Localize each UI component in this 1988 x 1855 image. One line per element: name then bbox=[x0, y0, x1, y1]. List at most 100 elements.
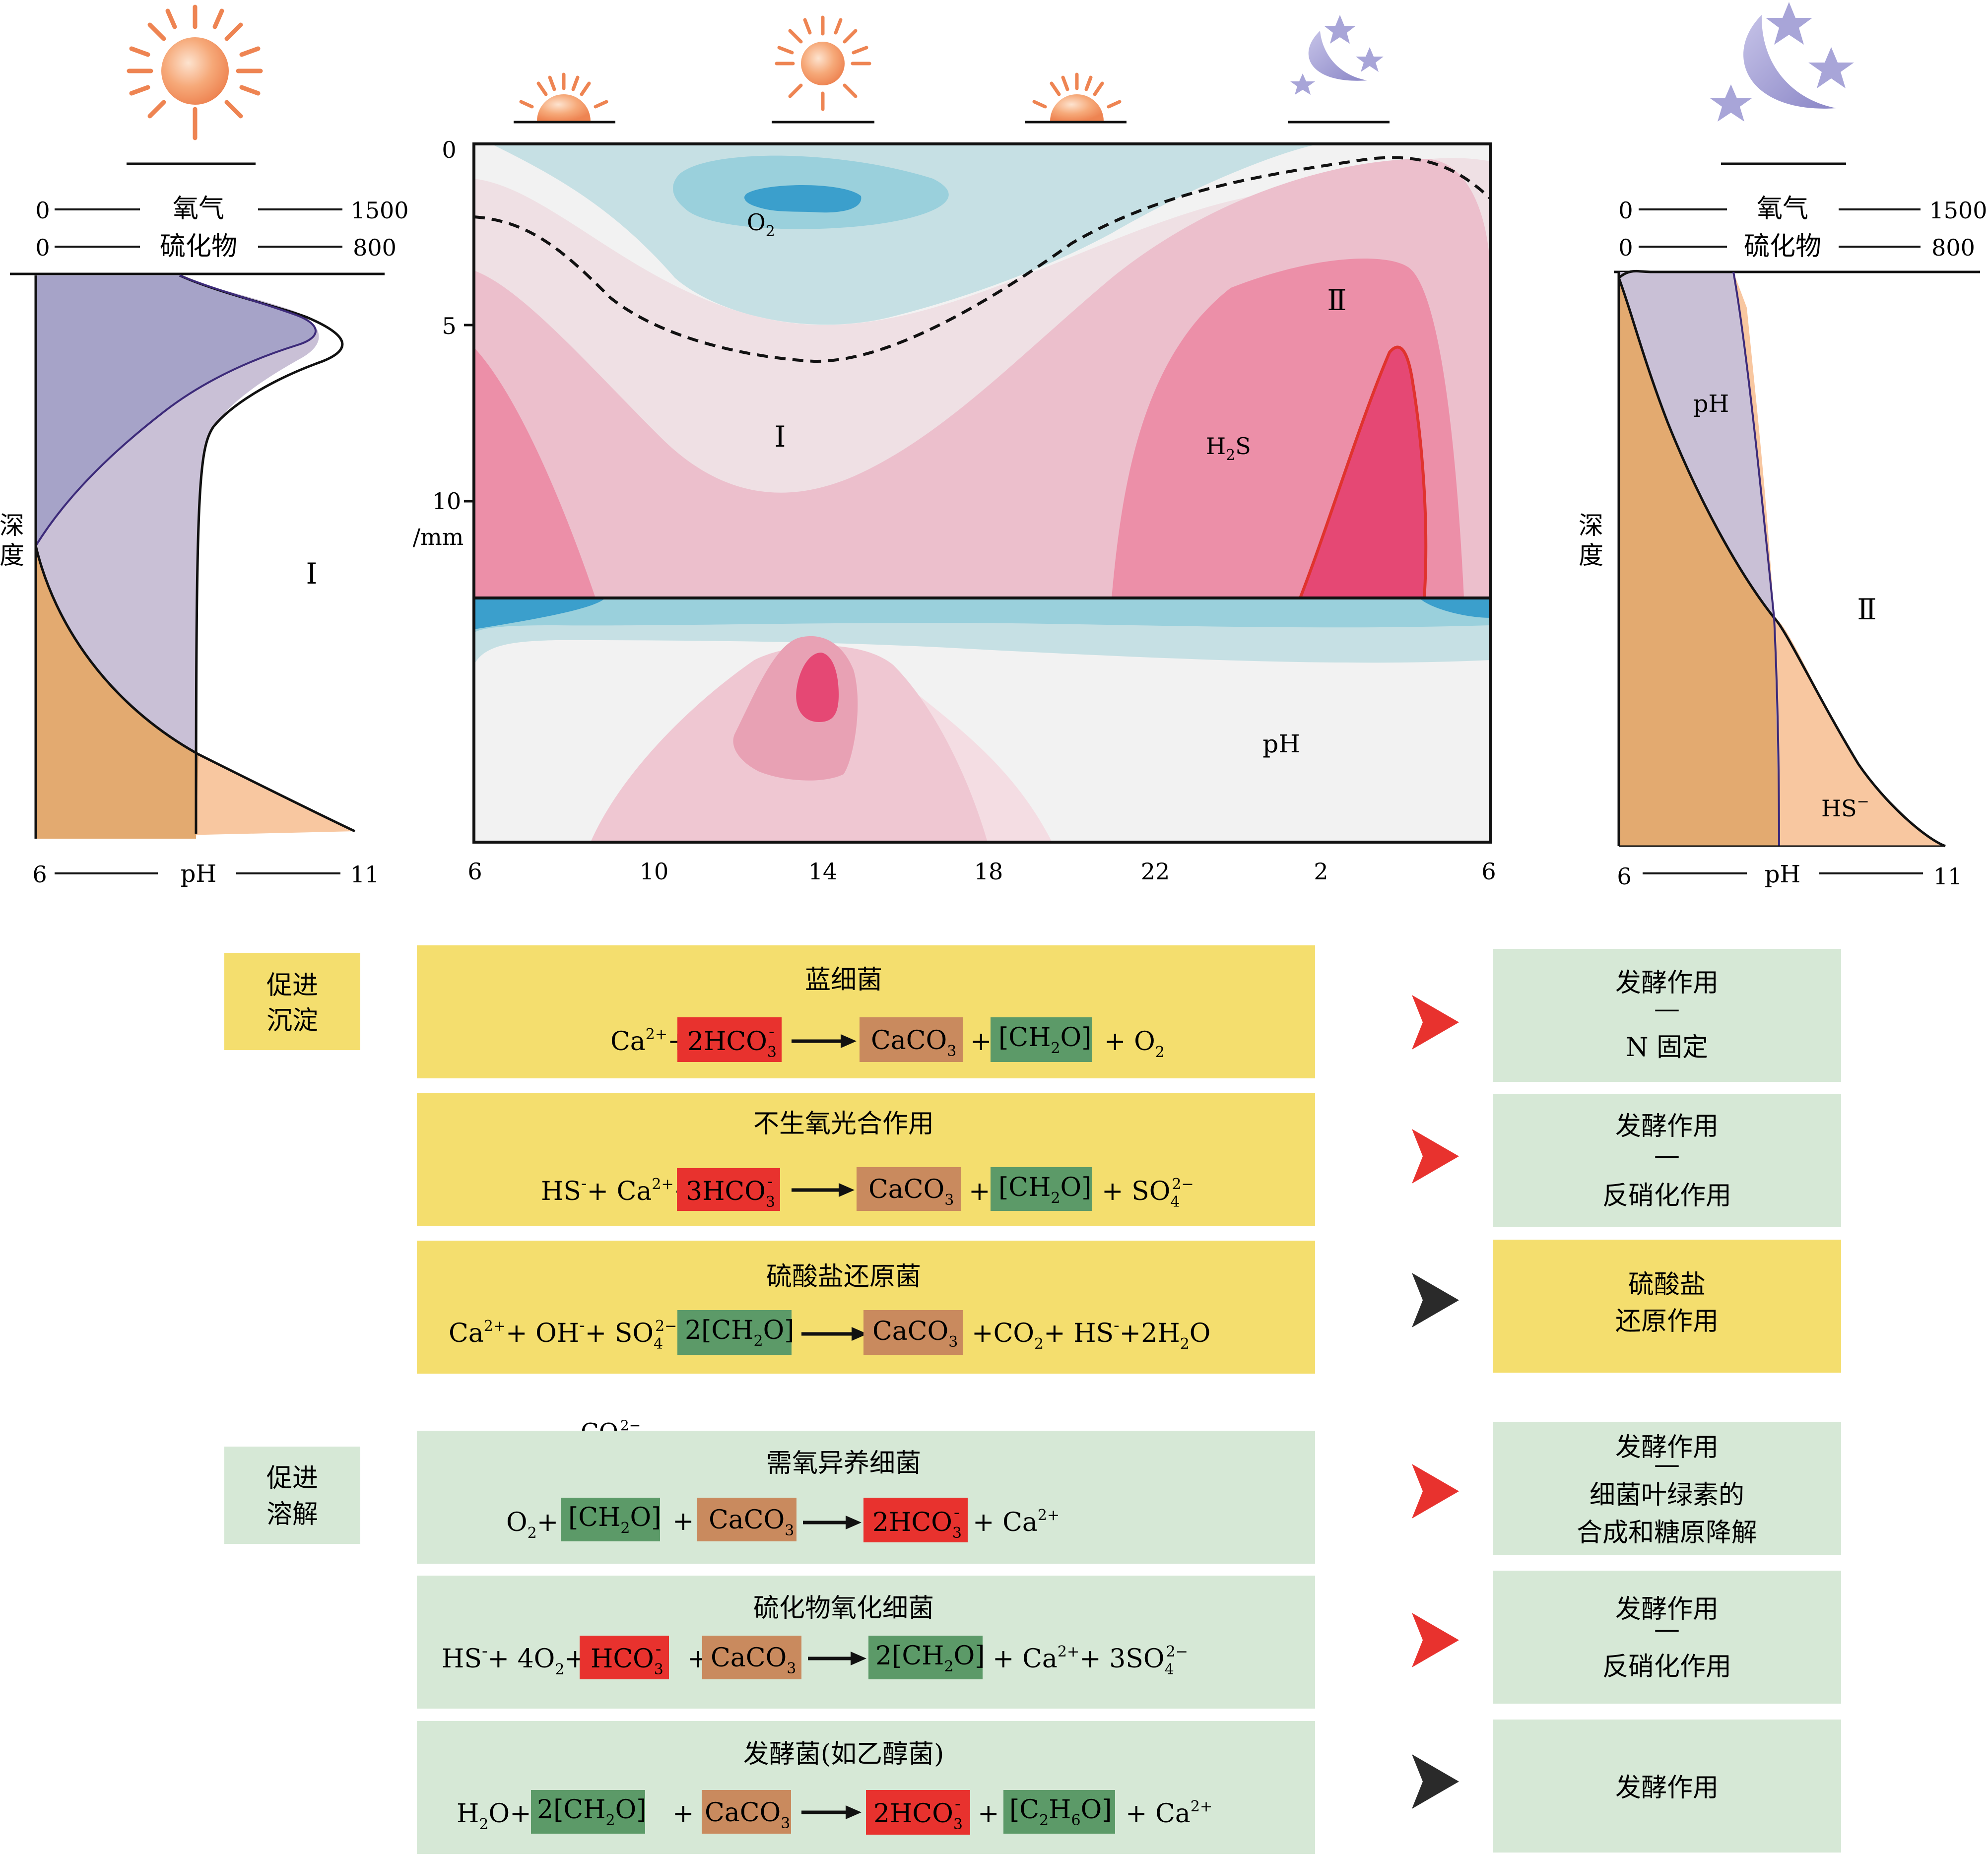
left-zone-label: Ⅰ bbox=[306, 557, 318, 591]
chip-tan-text: CaCO3 bbox=[871, 1026, 956, 1060]
left-depth-label-2: 度 bbox=[0, 541, 24, 570]
reaction-arrow bbox=[801, 1327, 867, 1341]
reaction-arrow bbox=[803, 1516, 861, 1529]
result-dash: — bbox=[1654, 1614, 1680, 1644]
zone-1-label: Ⅰ bbox=[775, 420, 786, 454]
left-depth-label-1: 深 bbox=[0, 511, 24, 540]
left-oxygen-max: 1500 bbox=[350, 197, 408, 224]
reaction-title: 硫酸盐还原菌 bbox=[766, 1262, 921, 1292]
product-text: + SO42− bbox=[1102, 1176, 1194, 1211]
sun-noon-icon bbox=[775, 15, 871, 111]
contour-lower bbox=[474, 598, 1490, 842]
result-box bbox=[1493, 1720, 1841, 1853]
right-zone-label: Ⅱ bbox=[1857, 593, 1876, 626]
chip-green-text: [CH2O] bbox=[998, 1173, 1091, 1207]
left-sulfide-max: 800 bbox=[353, 234, 397, 261]
hs-label: HS− bbox=[1821, 793, 1869, 822]
reaction-arrow bbox=[792, 1034, 857, 1048]
chip-red bbox=[677, 1168, 780, 1211]
right-ph-max: 11 bbox=[1933, 863, 1963, 890]
right-sulfide-max: 800 bbox=[1931, 234, 1975, 261]
reaction-title: 硫化物氧化细菌 bbox=[753, 1593, 934, 1623]
chip-green bbox=[991, 1017, 1092, 1062]
o2-label: O2 bbox=[747, 209, 775, 240]
y-axis-unit: /mm bbox=[413, 524, 464, 550]
moon-icon bbox=[1710, 2, 1854, 122]
chip-green bbox=[868, 1636, 983, 1679]
sun-icon bbox=[127, 4, 263, 140]
right-ph-label: pH bbox=[1765, 861, 1801, 888]
right-sulfide-label: 硫化物 bbox=[1744, 232, 1821, 262]
plus-sign: + bbox=[970, 1027, 992, 1057]
right-oxygen-max: 1500 bbox=[1929, 197, 1987, 224]
left-oxygen-min: 0 bbox=[35, 197, 50, 224]
result-line: 发酵作用 bbox=[1615, 1112, 1719, 1141]
chip-tan-text: CaCO3 bbox=[868, 1175, 954, 1209]
right-depth-label-1: 深 bbox=[1579, 511, 1603, 540]
sunrise-icon bbox=[519, 72, 608, 121]
chip-green bbox=[561, 1498, 660, 1541]
chip-red-text: 2HCO3- bbox=[687, 1022, 777, 1061]
result-line: 发酵作用 bbox=[1615, 968, 1719, 998]
zone-2-label: Ⅱ bbox=[1327, 283, 1346, 317]
x-tick-2: 2 bbox=[1314, 858, 1328, 885]
chip-tan bbox=[860, 1017, 963, 1062]
moon-small-icon bbox=[1290, 15, 1384, 95]
product-text: + Ca2+ bbox=[973, 1507, 1060, 1537]
result-line: 发酵作用 bbox=[1615, 1433, 1719, 1462]
result-box bbox=[1493, 949, 1841, 1082]
reactant-text: H2O+ bbox=[457, 1799, 531, 1833]
chip-red bbox=[677, 1017, 782, 1062]
chip-red bbox=[863, 1498, 968, 1542]
chip-green-text: [C2H6O] bbox=[1009, 1795, 1112, 1829]
x-tick-18: 18 bbox=[974, 858, 1003, 885]
reaction-title: 蓝细菌 bbox=[805, 965, 882, 995]
contour-upper bbox=[474, 144, 1490, 598]
chip-green-text: 2[CH2O] bbox=[875, 1641, 985, 1675]
chip-green bbox=[531, 1790, 645, 1834]
plus-sign: + bbox=[672, 1799, 694, 1829]
reaction-arrow bbox=[801, 1805, 861, 1819]
right-sulfide-min: 0 bbox=[1618, 234, 1633, 261]
result-line: 发酵作用 bbox=[1615, 1773, 1719, 1803]
left-ph-max: 11 bbox=[350, 861, 380, 888]
reaction-box-sulfide-oxidizer bbox=[417, 1576, 1315, 1709]
plus-sign: + bbox=[978, 1799, 999, 1829]
left-sulfide-min: 0 bbox=[35, 234, 50, 261]
x-tick-6b: 6 bbox=[1481, 858, 1496, 885]
product-text: + O2 bbox=[1104, 1027, 1165, 1061]
right-oxygen-label: 氧气 bbox=[1757, 194, 1808, 224]
chevron-arrow-icon bbox=[1412, 1129, 1459, 1184]
left-oxygen-label: 氧气 bbox=[173, 194, 224, 224]
product-text: +CO2+ HS-+2H2O bbox=[972, 1316, 1210, 1353]
left-ph-label: pH bbox=[181, 860, 217, 888]
result-dash: — bbox=[1654, 994, 1680, 1024]
result-line: 反硝化作用 bbox=[1602, 1652, 1731, 1682]
x-tick-22: 22 bbox=[1141, 858, 1170, 885]
result-box bbox=[1493, 1240, 1841, 1373]
y-tick-10: 10 bbox=[432, 488, 462, 515]
product-text: + Ca2++ 3SO42− bbox=[993, 1643, 1188, 1678]
chip-red-text: 3HCO3- bbox=[686, 1172, 775, 1211]
precipitation-label-1: 促进 bbox=[266, 971, 318, 1000]
chevron-arrow-icon bbox=[1412, 1754, 1459, 1809]
plus-sign: + bbox=[672, 1507, 694, 1536]
plus-sign: + bbox=[969, 1177, 991, 1206]
chevron-arrow-icon bbox=[1412, 1273, 1459, 1327]
result-dash: — bbox=[1654, 1450, 1680, 1479]
right-depth-label-2: 度 bbox=[1579, 541, 1603, 570]
y-tick-0: 0 bbox=[442, 136, 456, 163]
x-tick-10: 10 bbox=[640, 858, 669, 885]
right-ph-min: 6 bbox=[1617, 863, 1631, 890]
result-line: 反硝化作用 bbox=[1602, 1181, 1731, 1211]
chip-green-text: 2[CH2O] bbox=[685, 1316, 795, 1350]
result-box bbox=[1493, 1422, 1841, 1555]
chip-tan-text: CaCO3 bbox=[705, 1798, 790, 1832]
result-dash: — bbox=[1654, 1140, 1680, 1170]
precipitation-label-2: 沉淀 bbox=[266, 1006, 318, 1036]
left-depth-profile bbox=[34, 274, 356, 839]
result-line: 发酵作用 bbox=[1615, 1594, 1719, 1624]
chip-tan-text: CaCO3 bbox=[711, 1643, 796, 1677]
chip-tan bbox=[702, 1636, 801, 1679]
result-line: 细菌叶绿素的 bbox=[1590, 1480, 1744, 1510]
